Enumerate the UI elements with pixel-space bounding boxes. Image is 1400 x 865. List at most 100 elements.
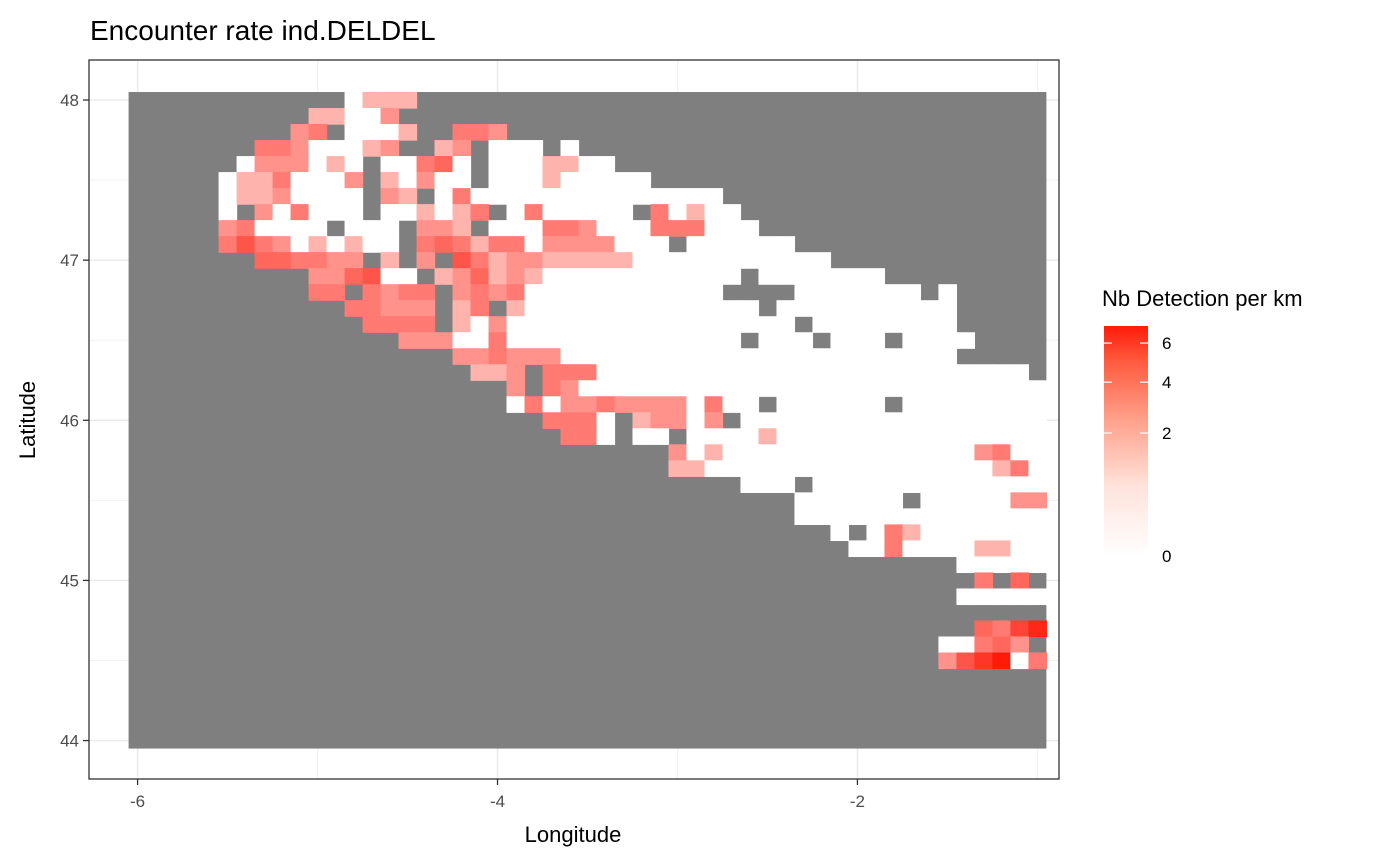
heatmap-cell <box>938 428 958 445</box>
heatmap-cell <box>272 140 292 157</box>
heatmap-cell <box>668 412 688 429</box>
heatmap-cell <box>362 236 382 253</box>
heatmap-cell <box>848 396 868 413</box>
heatmap-cell <box>974 524 994 542</box>
heatmap-cell <box>560 348 580 365</box>
heatmap-cell <box>380 92 400 109</box>
heatmap-cell <box>884 428 904 445</box>
heatmap-cell <box>974 636 994 654</box>
heatmap-cell <box>902 524 922 542</box>
heatmap-cell <box>488 236 508 253</box>
heatmap-cell <box>452 204 472 221</box>
heatmap-cell <box>506 236 526 253</box>
heatmap-cell <box>290 188 310 205</box>
heatmap-cell <box>740 476 760 493</box>
heatmap-cell <box>956 412 976 429</box>
heatmap-cell <box>992 524 1012 542</box>
heatmap-cell <box>902 316 922 333</box>
heatmap-cell <box>524 396 544 413</box>
heatmap-cell <box>380 252 400 269</box>
heatmap-cell <box>236 156 256 173</box>
heatmap-cell <box>218 172 238 189</box>
heatmap-cell <box>272 188 292 205</box>
heatmap-cell <box>1010 428 1030 445</box>
heatmap-cell <box>740 252 760 269</box>
heatmap-cell <box>1028 444 1048 461</box>
heatmap-cell <box>722 300 742 317</box>
heatmap-cell <box>830 300 850 317</box>
x-tick-label: -4 <box>490 792 505 811</box>
heatmap-cell <box>1010 620 1030 638</box>
heatmap-cell <box>830 332 850 349</box>
heatmap-cell <box>290 236 310 253</box>
heatmap-cell <box>524 236 544 253</box>
heatmap-cell <box>632 396 652 413</box>
heatmap-cell <box>794 252 814 269</box>
heatmap-cell <box>992 492 1012 509</box>
heatmap-cell <box>938 524 958 542</box>
heatmap-cell <box>290 140 310 157</box>
heatmap-cell <box>596 300 616 317</box>
heatmap-cell <box>866 492 886 509</box>
heatmap-cell <box>830 268 850 285</box>
heatmap-cell <box>434 204 454 221</box>
heatmap-cell <box>794 364 814 381</box>
heatmap-cell <box>344 124 364 141</box>
heatmap-cell <box>974 444 994 461</box>
heatmap-cell <box>902 460 922 477</box>
heatmap-cell <box>542 172 562 189</box>
heatmap-cell <box>1010 380 1030 397</box>
heatmap-cell <box>758 268 778 285</box>
heatmap-cell <box>452 156 472 173</box>
heatmap-cell <box>776 268 796 285</box>
heatmap-cell <box>1010 636 1030 654</box>
heatmap-cell <box>578 428 598 445</box>
heatmap-cell <box>398 92 418 109</box>
heatmap-cell <box>344 236 364 253</box>
heatmap-cell <box>650 220 670 237</box>
heatmap-cell <box>704 364 724 381</box>
heatmap-cell <box>902 284 922 301</box>
heatmap-cell <box>488 332 508 349</box>
heatmap-cell <box>974 540 994 558</box>
heatmap-cell <box>902 476 922 493</box>
legend-tick-label: 6 <box>1162 334 1171 353</box>
heatmap-cell <box>794 300 814 317</box>
heatmap-cell <box>1010 412 1030 429</box>
heatmap-cell <box>1010 540 1030 558</box>
heatmap-cell <box>884 476 904 493</box>
heatmap-cell <box>938 508 958 525</box>
heatmap-cell <box>434 220 454 237</box>
heatmap-cell <box>506 316 526 333</box>
heatmap-cell <box>1028 540 1048 558</box>
heatmap-cell <box>812 476 832 493</box>
heatmap-cell <box>740 300 760 317</box>
heatmap-cell <box>632 220 652 237</box>
heatmap-cell <box>380 268 400 285</box>
heatmap-cell <box>470 252 490 269</box>
heatmap-cell <box>308 172 328 189</box>
heatmap-cell <box>1010 588 1030 606</box>
heatmap-cell <box>614 188 634 205</box>
heatmap-cell <box>776 444 796 461</box>
heatmap-cell <box>794 492 814 509</box>
heatmap-cell <box>812 444 832 461</box>
heatmap-cell <box>884 540 904 558</box>
heatmap-cell <box>434 156 454 173</box>
heatmap-cell <box>506 332 526 349</box>
heatmap-cell <box>776 316 796 333</box>
heatmap-cell <box>848 332 868 349</box>
heatmap-cell <box>524 204 544 221</box>
legend-title: Nb Detection per km <box>1102 286 1303 311</box>
heatmap-cell <box>542 316 562 333</box>
heatmap-cell <box>596 252 616 269</box>
heatmap-cell <box>848 492 868 509</box>
heatmap-cell <box>380 108 400 125</box>
heatmap-cell <box>344 140 364 157</box>
heatmap-cell <box>704 316 724 333</box>
heatmap-cell <box>506 140 526 157</box>
heatmap-cell <box>416 252 436 269</box>
heatmap-cell <box>650 412 670 429</box>
heatmap-cell <box>956 476 976 493</box>
heatmap-cell <box>920 348 940 365</box>
